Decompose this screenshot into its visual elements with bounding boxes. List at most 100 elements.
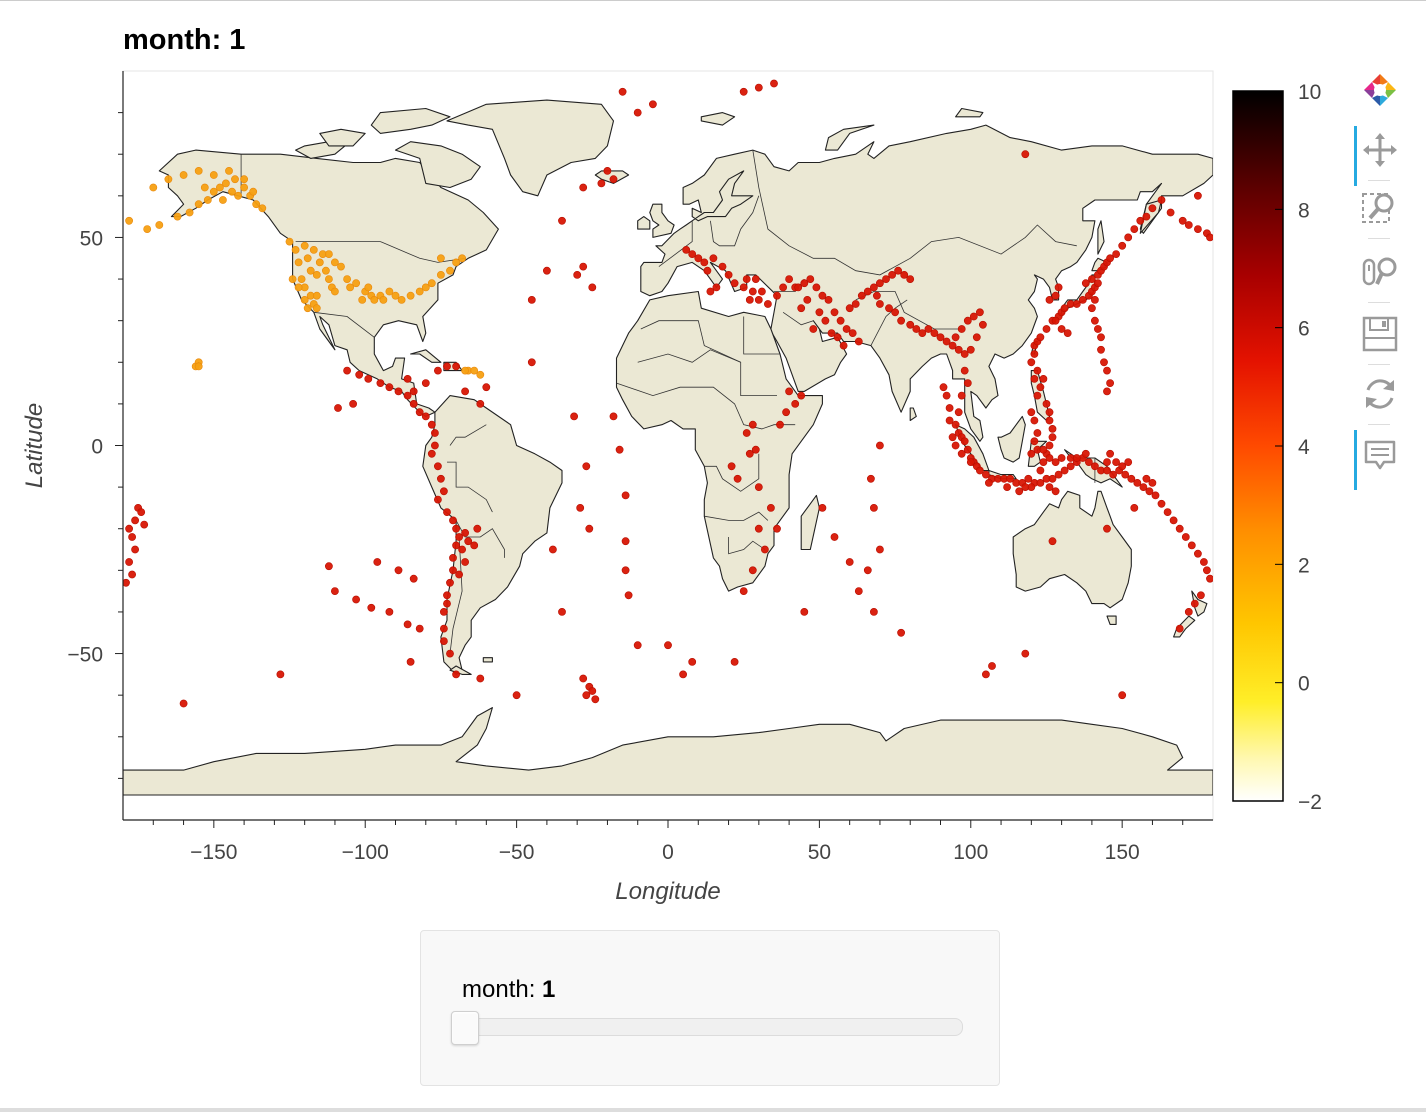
data-point — [1072, 300, 1081, 308]
data-point — [751, 445, 760, 454]
slider-track[interactable] — [453, 1018, 963, 1036]
data-point — [527, 295, 536, 304]
data-point — [1033, 366, 1042, 375]
data-point — [128, 570, 136, 579]
data-point — [1060, 466, 1069, 475]
data-point — [842, 325, 851, 333]
wheel-zoom-tool-button[interactable] — [1358, 250, 1402, 294]
data-point — [294, 283, 303, 292]
data-point — [857, 291, 866, 300]
pan-tool-button[interactable] — [1354, 126, 1402, 186]
data-point — [988, 662, 996, 670]
data-point — [436, 474, 445, 483]
x-tick-label: −150 — [190, 841, 237, 864]
data-point — [324, 275, 333, 283]
data-point — [957, 391, 966, 400]
data-point — [806, 275, 815, 283]
y-tick-label: 50 — [80, 227, 103, 250]
data-point — [1148, 204, 1157, 213]
data-point — [409, 387, 418, 396]
box-zoom-tool-button[interactable] — [1358, 186, 1402, 230]
pan-icon — [1363, 133, 1397, 167]
data-point — [285, 237, 294, 246]
data-point — [939, 383, 948, 392]
data-point — [1021, 483, 1030, 491]
save-tool-button[interactable] — [1358, 312, 1402, 356]
scatter-map-chart[interactable]: −150 −100 −50 0 50 100 150−50050LongitudeLatit… — [0, 0, 1426, 920]
data-point — [906, 275, 915, 283]
data-point — [394, 387, 403, 396]
data-point — [742, 429, 751, 437]
save-icon — [1362, 316, 1398, 352]
data-point — [776, 420, 784, 429]
data-point — [1127, 474, 1136, 483]
data-point — [385, 287, 394, 296]
data-point — [703, 266, 712, 275]
colorbar: −2 0 2 4 6 8 10 — [1232, 81, 1322, 814]
country-border — [704, 511, 769, 521]
data-point — [891, 308, 899, 317]
data-point — [1085, 458, 1093, 466]
data-point — [558, 216, 566, 225]
data-point — [543, 266, 551, 275]
data-point — [936, 333, 945, 342]
data-point — [370, 295, 379, 304]
data-point — [1187, 541, 1196, 550]
data-point — [876, 545, 884, 554]
data-point — [963, 445, 972, 454]
data-point — [882, 275, 890, 283]
data-point — [573, 270, 582, 279]
data-point — [1051, 487, 1060, 496]
data-point — [1194, 225, 1202, 233]
data-point — [1088, 304, 1096, 313]
data-point — [1118, 462, 1127, 471]
reset-tool-button[interactable] — [1358, 372, 1402, 416]
data-point — [355, 370, 364, 379]
data-point — [730, 658, 739, 666]
data-point — [582, 462, 591, 471]
data-point — [123, 578, 130, 587]
data-point — [742, 275, 751, 283]
data-point — [473, 524, 482, 533]
data-point — [446, 578, 454, 587]
data-point — [976, 308, 984, 317]
wheel-zoom-icon — [1362, 257, 1397, 286]
data-point — [321, 266, 330, 275]
data-point — [228, 187, 236, 196]
slider-label-text: month: — [462, 976, 543, 1003]
data-point — [603, 166, 612, 175]
data-point — [700, 258, 709, 267]
colorbar-tick-label: 4 — [1298, 436, 1310, 459]
slider-handle[interactable] — [451, 1011, 479, 1045]
data-point — [1091, 316, 1099, 325]
data-point — [1206, 233, 1213, 242]
data-point — [430, 441, 439, 450]
data-point — [876, 300, 884, 308]
data-point — [173, 212, 182, 221]
data-point — [309, 245, 318, 254]
data-point — [1051, 291, 1060, 300]
data-point — [449, 554, 457, 562]
data-point — [1081, 449, 1090, 458]
data-point — [346, 283, 354, 292]
data-point — [979, 320, 987, 329]
data-point — [833, 333, 842, 342]
data-point — [149, 183, 158, 192]
data-point — [403, 391, 412, 400]
data-point — [1048, 424, 1057, 433]
data-point — [948, 341, 957, 350]
x-tick-label: 150 — [1105, 841, 1140, 864]
data-point — [863, 566, 872, 575]
country-border — [295, 241, 466, 263]
country-border — [658, 220, 693, 267]
data-point — [249, 187, 258, 196]
data-point — [1048, 474, 1057, 483]
data-point — [1006, 474, 1014, 483]
bokeh-logo-icon[interactable] — [1358, 68, 1402, 112]
data-point — [688, 250, 697, 258]
data-point — [733, 474, 742, 483]
data-point — [252, 200, 261, 209]
data-point — [140, 520, 149, 529]
data-point — [1124, 233, 1133, 242]
hover-tool-button[interactable] — [1354, 430, 1402, 490]
